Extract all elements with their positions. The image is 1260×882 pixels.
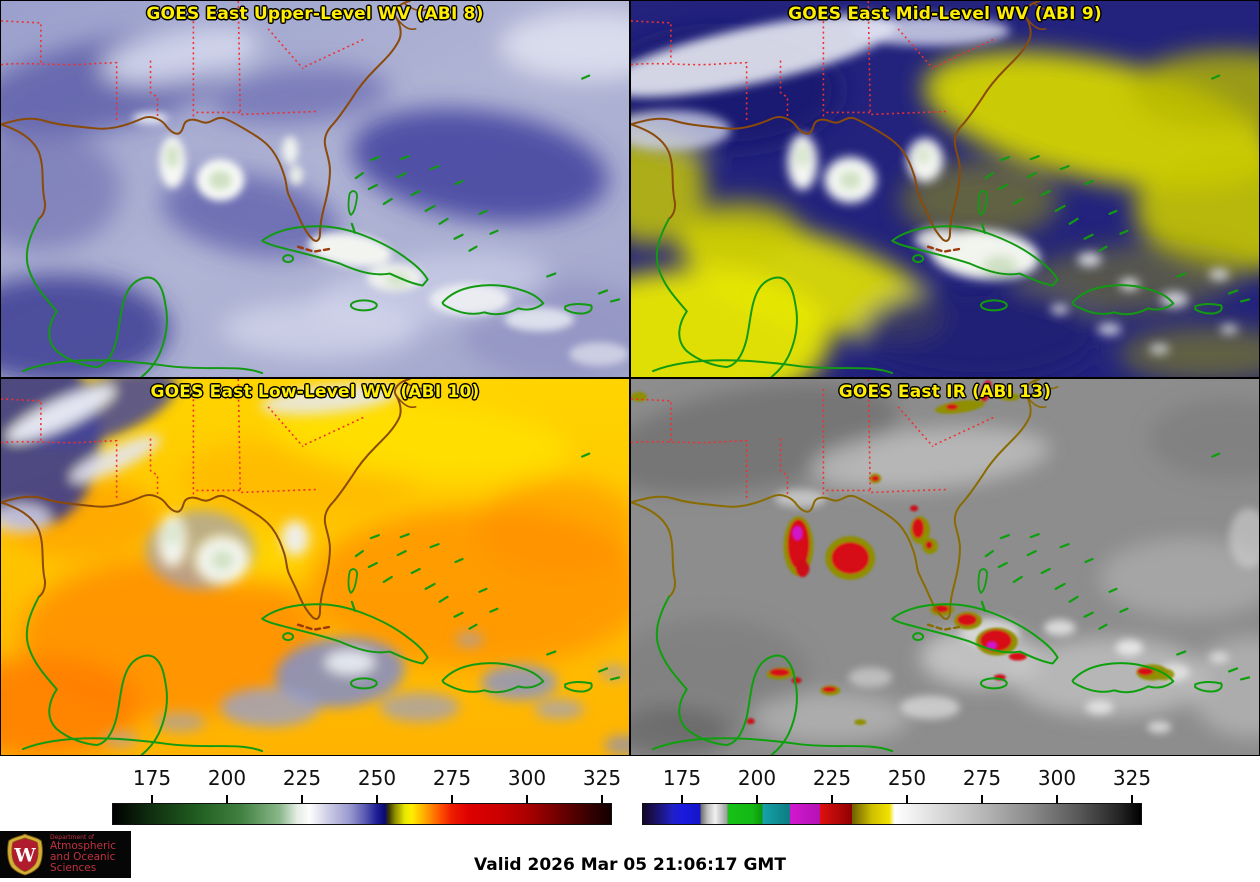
ir-tick-mark [756, 795, 758, 803]
wv-tick-label: 300 [507, 766, 547, 790]
wv-tick-mark [451, 795, 453, 803]
valid-time-text: Valid 2026 Mar 05 21:06:17 GMT [474, 855, 786, 875]
logo-text: Department of Atmospheric and Oceanic Sc… [50, 833, 131, 875]
wv-tick-mark [601, 795, 603, 803]
ir-tick-label: 250 [887, 766, 927, 790]
panel-abi13-title: GOES East IR (ABI 13) [838, 382, 1052, 402]
ir-tick-mark [681, 795, 683, 803]
abi9-imagery [631, 1, 1259, 377]
abi13-imagery [631, 379, 1259, 755]
ir-tick-label: 225 [812, 766, 852, 790]
wv-tick-label: 225 [282, 766, 322, 790]
uw-aos-logo: W Department of Atmospheric and Oceanic … [0, 831, 131, 878]
panel-abi13: GOES East IR (ABI 13) [630, 378, 1260, 756]
ir-tick-mark [906, 795, 908, 803]
panel-abi9: GOES East Mid-Level WV (ABI 9) [630, 0, 1260, 378]
panel-abi9-title: GOES East Mid-Level WV (ABI 9) [788, 4, 1102, 24]
panel-abi8-title: GOES East Upper-Level WV (ABI 8) [146, 4, 484, 24]
ir-tick-label: 175 [662, 766, 702, 790]
wv-colorbar-gradient [112, 803, 612, 825]
wv-colorbar: 175 200 225 250 275 300 325 [112, 766, 621, 828]
wv-tick-label: 250 [357, 766, 397, 790]
abi10-imagery [1, 379, 629, 755]
wv-tick-label: 275 [432, 766, 472, 790]
ir-tick-mark [1056, 795, 1058, 803]
ir-tick-label: 275 [962, 766, 1002, 790]
uw-crest-icon: W [7, 833, 43, 876]
ir-colorbar-gradient [642, 803, 1142, 825]
ir-tick-mark [831, 795, 833, 803]
logo-name-line1: Atmospheric [50, 840, 117, 853]
panel-abi10-title: GOES East Low-Level WV (ABI 10) [150, 382, 480, 402]
panel-abi8: GOES East Upper-Level WV (ABI 8) [0, 0, 630, 378]
panel-abi10: GOES East Low-Level WV (ABI 10) [0, 378, 630, 756]
wv-tick-mark [151, 795, 153, 803]
panel-grid: GOES East Upper-Level WV (ABI 8) [0, 0, 1260, 756]
logo-name-line2: and Oceanic Sciences [50, 851, 116, 875]
wv-tick-label: 200 [207, 766, 247, 790]
wv-tick-mark [301, 795, 303, 803]
ir-colorbar: 175 200 225 250 275 300 325 [642, 766, 1151, 828]
wv-tick-mark [226, 795, 228, 803]
ir-tick-label: 325 [1112, 766, 1152, 790]
abi8-imagery [1, 1, 629, 377]
ir-tick-mark [981, 795, 983, 803]
wv-tick-mark [376, 795, 378, 803]
wv-tick-mark [526, 795, 528, 803]
wv-tick-label: 325 [582, 766, 622, 790]
ir-tick-label: 200 [737, 766, 777, 790]
ir-tick-label: 300 [1037, 766, 1077, 790]
uw-monogram: W [13, 845, 36, 867]
wv-tick-label: 175 [132, 766, 172, 790]
ir-tick-mark [1131, 795, 1133, 803]
logo-dept-line: Department of [50, 833, 94, 841]
